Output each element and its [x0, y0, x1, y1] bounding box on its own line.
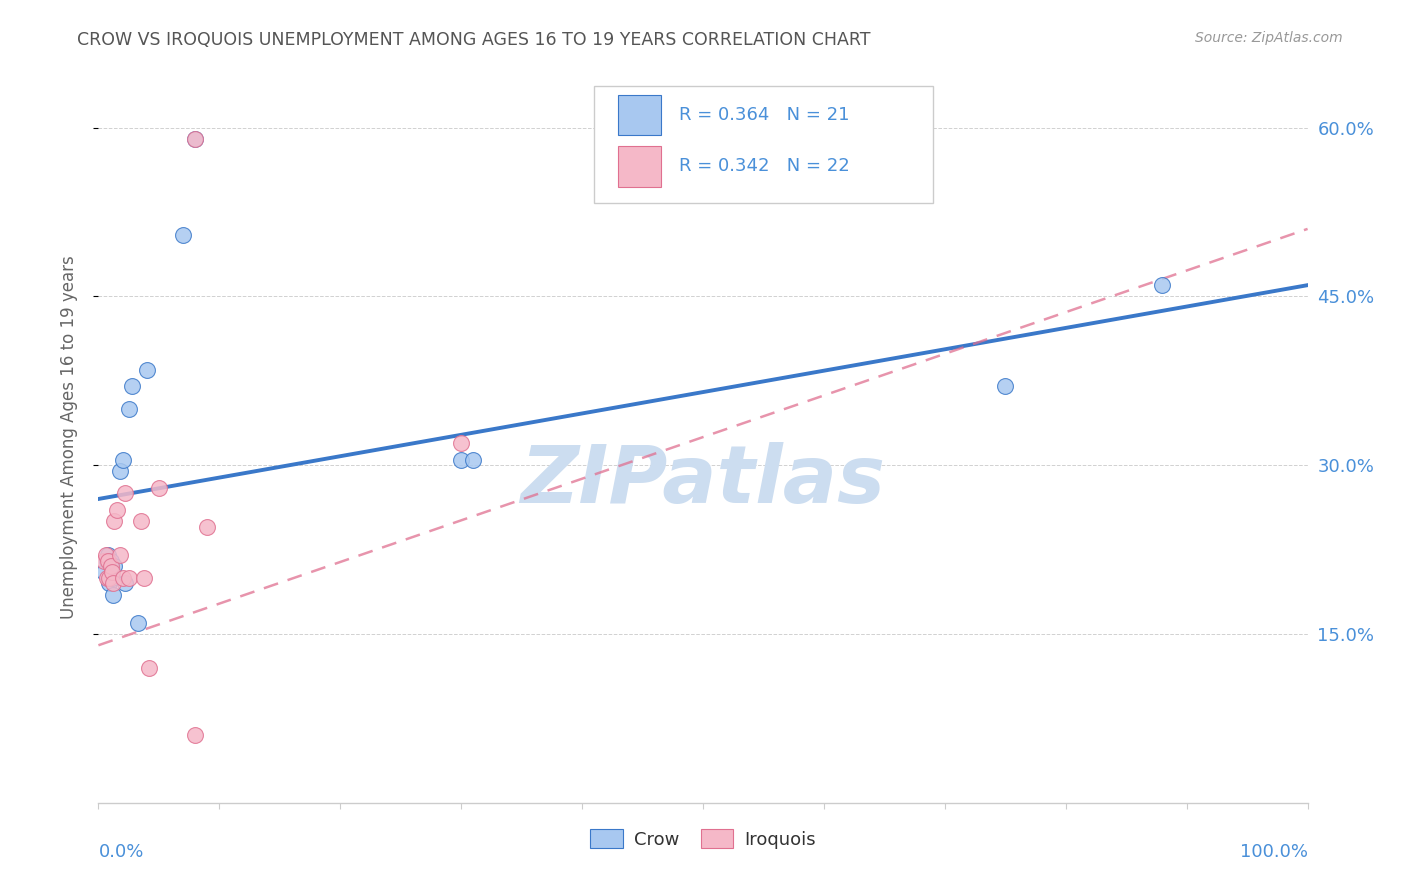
Point	[93, 565, 115, 579]
Point	[100, 559, 122, 574]
Point	[101, 576, 124, 591]
Point	[1152, 278, 1174, 293]
Point	[98, 576, 121, 591]
Point	[118, 401, 141, 416]
Point	[97, 548, 120, 562]
Point	[100, 565, 122, 579]
Point	[134, 571, 156, 585]
Text: CROW VS IROQUOIS UNEMPLOYMENT AMONG AGES 16 TO 19 YEARS CORRELATION CHART: CROW VS IROQUOIS UNEMPLOYMENT AMONG AGES…	[77, 31, 870, 49]
Text: R = 0.342   N = 22: R = 0.342 N = 22	[679, 158, 849, 176]
FancyBboxPatch shape	[619, 146, 661, 186]
Point	[118, 571, 141, 585]
Text: 0.0%: 0.0%	[98, 843, 143, 861]
Point	[111, 452, 134, 467]
Point	[121, 379, 143, 393]
Point	[96, 554, 118, 568]
Point	[101, 588, 124, 602]
Point	[114, 576, 136, 591]
Point	[93, 554, 115, 568]
Point	[103, 515, 125, 529]
Text: 100.0%: 100.0%	[1240, 843, 1308, 861]
Legend: Crow, Iroquois: Crow, Iroquois	[583, 822, 823, 856]
Point	[184, 132, 207, 146]
FancyBboxPatch shape	[619, 95, 661, 136]
Text: ZIPatlas: ZIPatlas	[520, 442, 886, 520]
Point	[100, 554, 122, 568]
Text: Source: ZipAtlas.com: Source: ZipAtlas.com	[1195, 31, 1343, 45]
Point	[138, 661, 160, 675]
Point	[97, 554, 120, 568]
Point	[111, 571, 134, 585]
Point	[100, 571, 122, 585]
Point	[195, 520, 218, 534]
Y-axis label: Unemployment Among Ages 16 to 19 years: Unemployment Among Ages 16 to 19 years	[59, 255, 77, 619]
Point	[127, 615, 149, 630]
Point	[184, 132, 207, 146]
Point	[994, 379, 1017, 393]
Point	[114, 486, 136, 500]
Point	[103, 559, 125, 574]
Point	[172, 227, 194, 242]
Point	[129, 515, 152, 529]
Point	[463, 452, 485, 467]
Point	[96, 571, 118, 585]
Point	[148, 481, 170, 495]
FancyBboxPatch shape	[595, 86, 932, 203]
Point	[135, 362, 157, 376]
Point	[94, 548, 117, 562]
Point	[108, 548, 131, 562]
Text: R = 0.364   N = 21: R = 0.364 N = 21	[679, 106, 849, 124]
Point	[450, 452, 472, 467]
Point	[108, 464, 131, 478]
Point	[105, 503, 128, 517]
Point	[184, 728, 207, 742]
Point	[450, 435, 472, 450]
Point	[98, 571, 121, 585]
